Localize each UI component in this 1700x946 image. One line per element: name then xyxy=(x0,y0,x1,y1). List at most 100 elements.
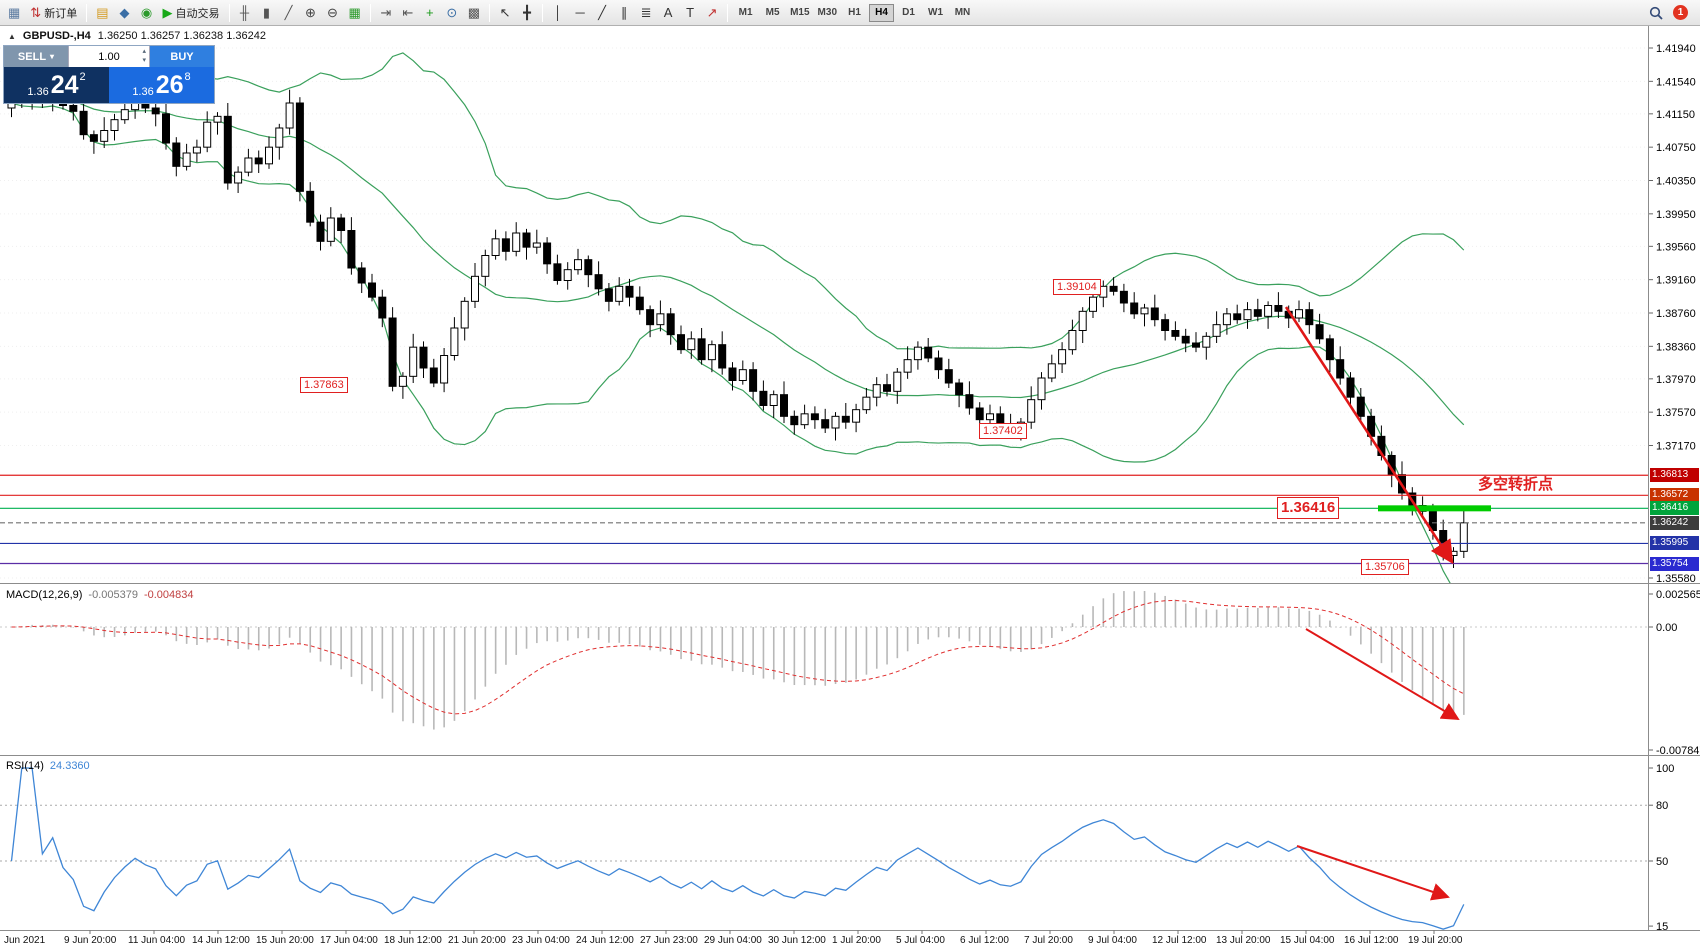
timeframe-h4-button[interactable]: H4 xyxy=(869,3,894,22)
price-label-annotation[interactable]: 1.37863 xyxy=(300,377,348,393)
chart-symbol-line: ▲ GBPUSD-,H4 1.36250 1.36257 1.36238 1.3… xyxy=(8,30,266,42)
period-button[interactable]: ⊙ xyxy=(442,3,462,23)
sell-dropdown-icon[interactable]: ▾ xyxy=(50,52,55,61)
text-button[interactable]: A xyxy=(658,3,678,23)
rsi-layer xyxy=(0,767,1648,930)
macd-indicator-label: MACD(12,26,9) -0.005379 -0.004834 xyxy=(6,589,194,601)
macd-layer xyxy=(0,591,1648,730)
auto-scroll-button[interactable]: ⇥ xyxy=(376,3,396,23)
volume-spinner[interactable]: ▴ ▾ xyxy=(142,47,146,65)
new-order-button[interactable]: ⇅ 新订单 xyxy=(26,3,81,23)
price-axis-label-box: 1.36813 xyxy=(1650,468,1699,483)
text-label-button[interactable]: T xyxy=(680,3,700,23)
horizontal-line-icon: ─ xyxy=(575,5,585,20)
buy-price-big: 26 xyxy=(155,71,184,99)
time-axis-labels: Jun 2021 9 Jun 20:00 11 Jun 04:00 14 Jun 12… xyxy=(4,930,1463,946)
svg-text:12 Jul 12:00: 12 Jul 12:00 xyxy=(1152,935,1207,946)
price-label-annotation[interactable]: 1.36416 xyxy=(1277,497,1340,519)
price-gridlines xyxy=(0,47,1648,579)
volume-value: 1.00 xyxy=(98,50,120,63)
timeframe-h1-button[interactable]: H1 xyxy=(848,7,861,18)
svg-text:30 Jun 12:00: 30 Jun 12:00 xyxy=(768,935,826,946)
price-axis-label-box: 1.36572 xyxy=(1650,488,1699,503)
sell-price-big: 24 xyxy=(50,71,79,99)
trendline-button[interactable]: ╱ xyxy=(592,3,612,23)
chart-properties-button[interactable]: ▩ xyxy=(464,3,484,23)
buy-price-sup: 8 xyxy=(184,71,191,83)
fibonacci-button[interactable]: ≣ xyxy=(636,3,656,23)
toolbar-separator xyxy=(542,3,544,22)
macd-main-value: -0.005379 xyxy=(88,589,138,601)
timeframe-d1-button[interactable]: D1 xyxy=(902,7,915,18)
svg-text:1.39160: 1.39160 xyxy=(1656,275,1696,287)
zoom-in-button[interactable]: ⊕ xyxy=(301,3,321,23)
zoom-out-button[interactable]: ⊖ xyxy=(323,3,343,23)
chart-shift-button[interactable]: ⇤ xyxy=(398,3,418,23)
svg-text:1.41540: 1.41540 xyxy=(1656,76,1696,88)
line-chart-style-button[interactable]: ╱ xyxy=(279,3,299,23)
sell-price-panel[interactable]: 1.36 24 2 xyxy=(4,67,109,103)
text-label-icon: T xyxy=(686,5,695,20)
volume-input[interactable]: 1.00 ▴ ▾ xyxy=(68,46,150,67)
volume-up-icon[interactable]: ▴ xyxy=(142,48,146,55)
sell-button-label: SELL xyxy=(17,50,47,63)
candlestick-style-button[interactable]: ▮ xyxy=(257,3,277,23)
crosshair-button[interactable]: ╋ xyxy=(517,3,537,23)
equidistant-channel-button[interactable]: ∥ xyxy=(614,3,634,23)
price-label-annotation[interactable]: 1.35706 xyxy=(1361,559,1409,575)
notification-badge[interactable]: 1 xyxy=(1673,5,1688,20)
volume-down-icon[interactable]: ▾ xyxy=(142,57,146,64)
svg-text:11 Jun 04:00: 11 Jun 04:00 xyxy=(128,935,186,946)
price-axis-label-box: 1.35995 xyxy=(1650,536,1699,551)
crosshair-icon: ╋ xyxy=(523,4,531,20)
timeframe-m30-button[interactable]: M30 xyxy=(817,7,837,18)
svg-text:1.37170: 1.37170 xyxy=(1656,441,1696,453)
new-chart-button[interactable]: + xyxy=(420,3,440,23)
buy-price-panel[interactable]: 1.36 26 8 xyxy=(109,67,214,103)
chart-text-annotation[interactable]: 多空转折点 xyxy=(1478,476,1554,493)
market-watch-icon: ▤ xyxy=(96,4,109,20)
svg-text:100: 100 xyxy=(1656,763,1674,775)
chart-shift-icon: ⇤ xyxy=(402,4,414,20)
arrows-button[interactable]: ↗ xyxy=(702,3,722,23)
cursor-button[interactable]: ↖ xyxy=(495,3,515,23)
navigator-button[interactable]: ◆ xyxy=(115,3,135,23)
charts-menu-button[interactable]: ▦ xyxy=(4,3,24,23)
timeframe-w1-button[interactable]: W1 xyxy=(928,7,943,18)
svg-text:15 Jun 20:00: 15 Jun 20:00 xyxy=(256,935,314,946)
svg-text:24 Jun 12:00: 24 Jun 12:00 xyxy=(576,935,634,946)
svg-text:-0.007847: -0.007847 xyxy=(1656,745,1700,757)
timeframe-m1-button[interactable]: M1 xyxy=(738,7,753,18)
timeframe-m15-button[interactable]: M15 xyxy=(790,7,810,18)
market-watch-button[interactable]: ▤ xyxy=(92,3,112,23)
sell-button[interactable]: SELL ▾ xyxy=(4,46,68,67)
svg-text:1.40350: 1.40350 xyxy=(1656,176,1696,188)
svg-text:15: 15 xyxy=(1656,921,1668,933)
horizontal-line-button[interactable]: ─ xyxy=(570,3,590,23)
mql5-community-button[interactable]: ◉ xyxy=(137,3,157,23)
svg-text:23 Jun 04:00: 23 Jun 04:00 xyxy=(512,935,570,946)
timeframe-m5-button[interactable]: M5 xyxy=(765,7,780,18)
bar-chart-style-button[interactable]: ╫ xyxy=(235,3,255,23)
svg-text:19 Jul 20:00: 19 Jul 20:00 xyxy=(1408,935,1463,946)
price-label-annotation[interactable]: 1.37402 xyxy=(979,423,1027,439)
tile-windows-button[interactable]: ▦ xyxy=(345,3,365,23)
svg-text:0.00: 0.00 xyxy=(1656,622,1677,634)
auto-trading-button[interactable]: ▶ 自动交易 xyxy=(159,3,224,23)
search-icon[interactable] xyxy=(1645,3,1667,23)
vertical-line-button[interactable]: │ xyxy=(548,3,568,23)
main-toolbar: ▦ ⇅ 新订单 ▤ ◆ ◉ ▶ 自动交易 ╫ ▮ ╱ ⊕ ⊖ ▦ ⇥ ⇤ + ⊙ ▩ ↖ ╋ │ ─ ╱ ∥ ≣ A T ↗ M1 M5 M1… xyxy=(0,0,1700,26)
auto-trading-icon: ▶ xyxy=(162,4,173,20)
bar-chart-style-icon: ╫ xyxy=(239,5,250,20)
price-label-annotation[interactable]: 1.39104 xyxy=(1053,279,1101,295)
zoom-in-icon: ⊕ xyxy=(305,4,316,20)
macd-signal-value: -0.004834 xyxy=(143,589,194,601)
svg-text:1.35580: 1.35580 xyxy=(1656,573,1696,585)
timeframe-mn-button[interactable]: MN xyxy=(954,7,971,18)
oct-collapse-icon[interactable]: ▲ xyxy=(8,31,16,41)
svg-text:27 Jun 23:00: 27 Jun 23:00 xyxy=(640,935,698,946)
buy-button[interactable]: BUY xyxy=(150,46,214,67)
fibonacci-icon: ≣ xyxy=(640,4,652,20)
sell-price-prefix: 1.36 xyxy=(27,86,49,98)
